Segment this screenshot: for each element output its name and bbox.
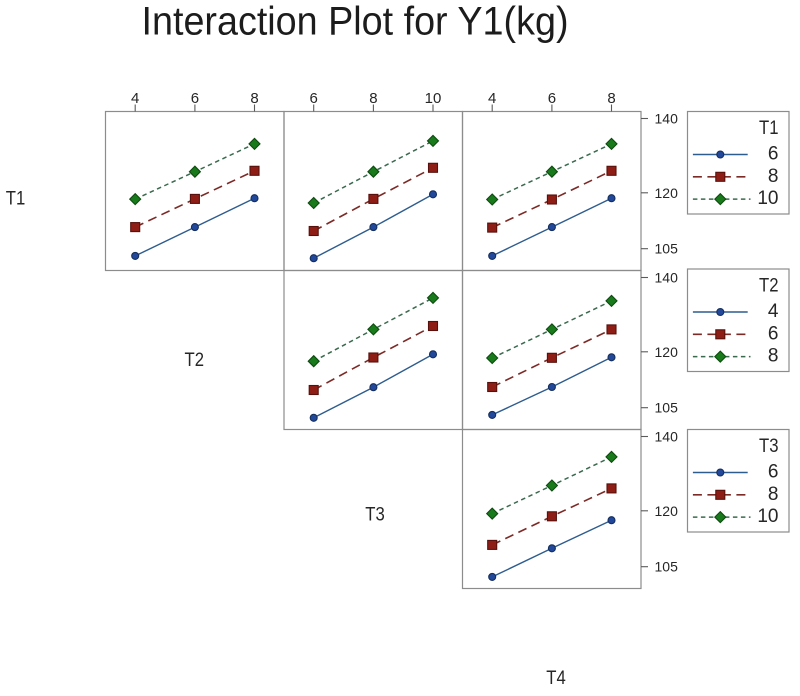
svg-text:8: 8 (768, 484, 779, 505)
svg-text:4: 4 (488, 90, 496, 107)
svg-text:6: 6 (768, 144, 779, 165)
svg-text:10: 10 (425, 90, 442, 107)
svg-text:T2: T2 (759, 276, 779, 297)
svg-text:6: 6 (768, 323, 779, 344)
svg-text:105: 105 (655, 400, 679, 416)
svg-text:10: 10 (757, 188, 778, 209)
svg-text:4: 4 (131, 90, 139, 107)
svg-text:T4: T4 (546, 668, 566, 689)
svg-text:8: 8 (250, 90, 258, 107)
svg-text:6: 6 (768, 462, 779, 483)
svg-text:4: 4 (768, 301, 779, 322)
svg-text:140: 140 (655, 429, 679, 445)
svg-text:105: 105 (655, 241, 679, 257)
svg-text:120: 120 (655, 344, 679, 360)
svg-text:8: 8 (369, 90, 377, 107)
svg-text:105: 105 (655, 559, 679, 575)
svg-text:T1: T1 (6, 189, 26, 210)
svg-text:6: 6 (310, 90, 318, 107)
svg-text:8: 8 (768, 166, 779, 187)
svg-text:6: 6 (548, 90, 556, 107)
svg-text:10: 10 (757, 506, 778, 527)
svg-text:120: 120 (655, 503, 679, 519)
svg-text:T3: T3 (365, 505, 385, 526)
svg-text:T2: T2 (185, 350, 205, 371)
svg-text:140: 140 (655, 111, 679, 127)
svg-text:8: 8 (768, 346, 779, 367)
svg-text:Interaction Plot for Y1(kg): Interaction Plot for Y1(kg) (142, 0, 569, 44)
svg-text:140: 140 (655, 270, 679, 286)
svg-text:6: 6 (191, 90, 199, 107)
svg-text:T3: T3 (759, 436, 779, 457)
svg-text:120: 120 (655, 185, 679, 201)
svg-text:T1: T1 (759, 118, 779, 139)
svg-text:8: 8 (607, 90, 615, 107)
